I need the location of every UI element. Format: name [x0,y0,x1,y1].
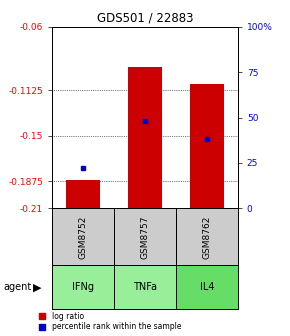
Text: ▶: ▶ [33,282,42,292]
Bar [128,67,162,208]
Bar [114,265,176,309]
Bar [114,208,176,265]
Bar [52,208,114,265]
Bar [176,208,238,265]
Legend: log ratio, percentile rank within the sample: log ratio, percentile rank within the sa… [39,311,182,332]
Bar [190,84,224,208]
Text: GSM8762: GSM8762 [202,215,211,259]
Text: GSM8757: GSM8757 [140,215,150,259]
Text: GSM8752: GSM8752 [79,215,88,259]
Bar [52,265,114,309]
Title: GDS501 / 22883: GDS501 / 22883 [97,11,193,24]
Text: agent: agent [3,282,31,292]
Text: IFNg: IFNg [72,282,94,292]
Bar [176,265,238,309]
Text: TNFa: TNFa [133,282,157,292]
Bar [66,180,100,208]
Text: IL4: IL4 [200,282,214,292]
